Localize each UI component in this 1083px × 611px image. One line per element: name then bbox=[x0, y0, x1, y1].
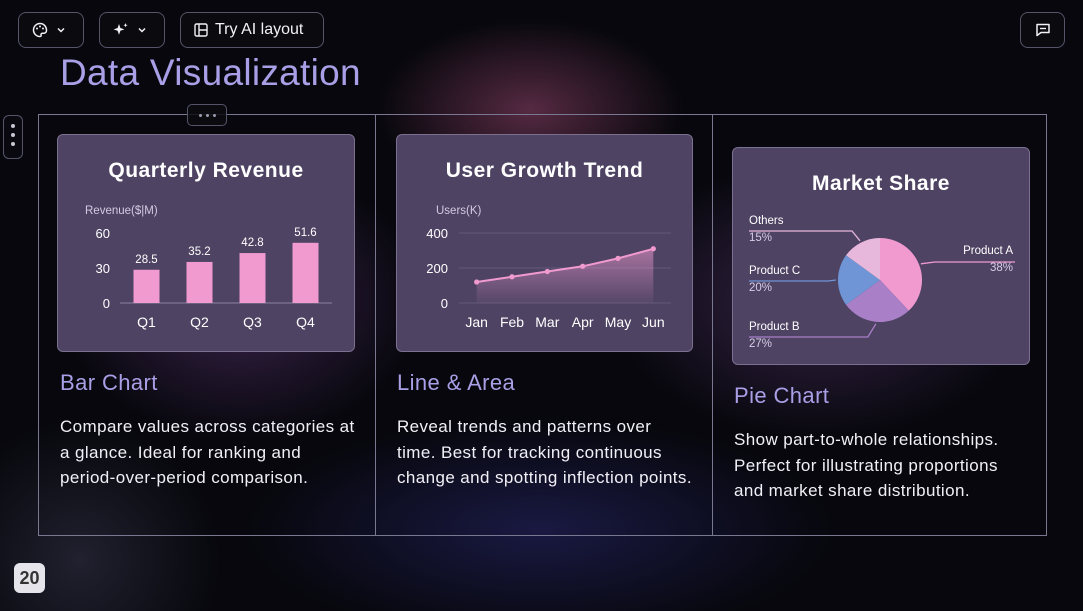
bar-chart: Revenue($|M) 0 30 60 28.5 Q1 35.2 Q2 42.8 Q3 51.6 Q… bbox=[85, 205, 332, 330]
column-pie-chart[interactable]: Market Share Product A 38% Product B 27% Pro… bbox=[712, 115, 1046, 535]
block-drag-handle[interactable] bbox=[187, 104, 227, 126]
data-label: 35.2 bbox=[188, 246, 210, 258]
ai-menu-button[interactable] bbox=[99, 12, 165, 48]
bar bbox=[292, 242, 319, 303]
comments-button[interactable] bbox=[1020, 12, 1065, 48]
line-chart: Users(K) 0 200 400 Jan Feb Mar Apr May Jun bbox=[426, 205, 671, 330]
data-point bbox=[580, 263, 586, 269]
area-fill bbox=[476, 248, 654, 303]
slide-number-badge[interactable]: 20 bbox=[14, 563, 45, 593]
line-chart-card[interactable]: User Growth Trend Users(K) 0 200 400 Jan Feb M… bbox=[396, 134, 693, 352]
pie-slice bbox=[837, 255, 880, 305]
bar-chart-card[interactable]: Quarterly Revenue Revenue($|M) 0 30 60 28.5 Q… bbox=[57, 134, 355, 352]
x-tick-label: Q3 bbox=[243, 314, 262, 330]
pie-chart: Product A 38% Product B 27% Product C 20% Othe… bbox=[749, 215, 1015, 350]
pie-slice bbox=[846, 280, 909, 323]
pie-chart-card[interactable]: Market Share Product A 38% Product B 27% Pro… bbox=[732, 147, 1030, 365]
x-tick-label: Jun bbox=[642, 314, 665, 330]
bar-chart-description: Compare values across categories at a gl… bbox=[60, 417, 355, 487]
y-tick-label: 400 bbox=[426, 226, 448, 241]
sparkles-icon bbox=[112, 21, 130, 39]
data-point bbox=[650, 246, 656, 252]
bar bbox=[133, 269, 160, 303]
x-tick-label: Q2 bbox=[190, 314, 209, 330]
y-axis-label: Users(K) bbox=[436, 205, 482, 217]
bar-chart-card-title: Quarterly Revenue bbox=[108, 159, 304, 182]
more-vertical-icon bbox=[10, 122, 16, 153]
data-point bbox=[509, 274, 515, 280]
slice-name-label: Product C bbox=[749, 265, 800, 277]
pie-slice bbox=[846, 238, 880, 280]
column-line-chart[interactable]: User Growth Trend Users(K) 0 200 400 Jan Feb M… bbox=[375, 115, 712, 535]
line-chart-card-title: User Growth Trend bbox=[445, 159, 644, 182]
x-tick-label: May bbox=[605, 314, 631, 330]
data-point bbox=[615, 255, 621, 261]
data-label: 42.8 bbox=[241, 237, 263, 249]
pie-chart-title: Pie Chart bbox=[734, 383, 830, 408]
chevron-down-icon bbox=[55, 24, 67, 36]
series-line bbox=[476, 247, 654, 283]
dot-icon bbox=[205, 113, 209, 117]
comment-icon bbox=[1034, 21, 1052, 39]
palette-icon bbox=[31, 21, 49, 39]
x-tick-label: Q4 bbox=[296, 314, 315, 330]
chevron-down-icon bbox=[136, 24, 148, 36]
slice-name-label: Others bbox=[749, 215, 784, 227]
leader-line bbox=[749, 323, 877, 338]
dot-icon bbox=[198, 113, 202, 117]
bar-chart-title: Bar Chart bbox=[60, 370, 158, 395]
y-tick-label: 60 bbox=[96, 226, 110, 241]
side-drag-handle[interactable] bbox=[3, 115, 23, 159]
three-column-layout: Quarterly Revenue Revenue($|M) 0 30 60 28.5 Q… bbox=[38, 114, 1047, 536]
slice-percent-label: 38% bbox=[990, 262, 1013, 274]
x-tick-label: Apr bbox=[572, 314, 594, 330]
pie-chart-card-title: Market Share bbox=[812, 172, 950, 195]
pie-chart-description: Show part-to-whole relationships. Perfec… bbox=[734, 430, 999, 500]
data-label: 28.5 bbox=[135, 254, 157, 266]
x-tick-label: Jan bbox=[465, 314, 488, 330]
slice-percent-label: 20% bbox=[749, 282, 772, 294]
data-point bbox=[474, 279, 480, 285]
y-tick-label: 30 bbox=[96, 261, 110, 276]
line-chart-title: Line & Area bbox=[397, 370, 516, 395]
line-chart-description: Reveal trends and patterns over time. Be… bbox=[397, 417, 692, 487]
try-ai-layout-label: Try AI layout bbox=[215, 21, 304, 38]
x-tick-label: Feb bbox=[500, 314, 524, 330]
page-title[interactable]: Data Visualization bbox=[60, 52, 361, 93]
data-point bbox=[544, 268, 550, 275]
leader-line bbox=[749, 230, 861, 242]
theme-menu-button[interactable] bbox=[18, 12, 84, 48]
slice-percent-label: 27% bbox=[749, 338, 772, 350]
slice-name-label: Product B bbox=[749, 321, 800, 333]
x-tick-label: Mar bbox=[535, 314, 559, 330]
dot-icon bbox=[212, 113, 216, 117]
y-tick-label: 200 bbox=[426, 261, 448, 276]
data-label: 51.6 bbox=[294, 227, 316, 239]
y-tick-label: 0 bbox=[441, 296, 448, 311]
slice-percent-label: 15% bbox=[749, 232, 772, 244]
bar bbox=[186, 261, 213, 303]
leader-line bbox=[920, 261, 1015, 265]
try-ai-layout-button[interactable]: Try AI layout bbox=[180, 12, 324, 48]
column-bar-chart[interactable]: Quarterly Revenue Revenue($|M) 0 30 60 28.5 Q… bbox=[39, 115, 375, 535]
pie-slice bbox=[880, 238, 923, 311]
x-tick-label: Q1 bbox=[137, 314, 156, 330]
layout-icon bbox=[193, 22, 209, 38]
y-axis-label: Revenue($|M) bbox=[85, 205, 158, 217]
slice-name-label: Product A bbox=[963, 245, 1013, 257]
y-tick-label: 0 bbox=[103, 296, 110, 311]
leader-line bbox=[749, 279, 837, 282]
bar bbox=[239, 253, 266, 303]
